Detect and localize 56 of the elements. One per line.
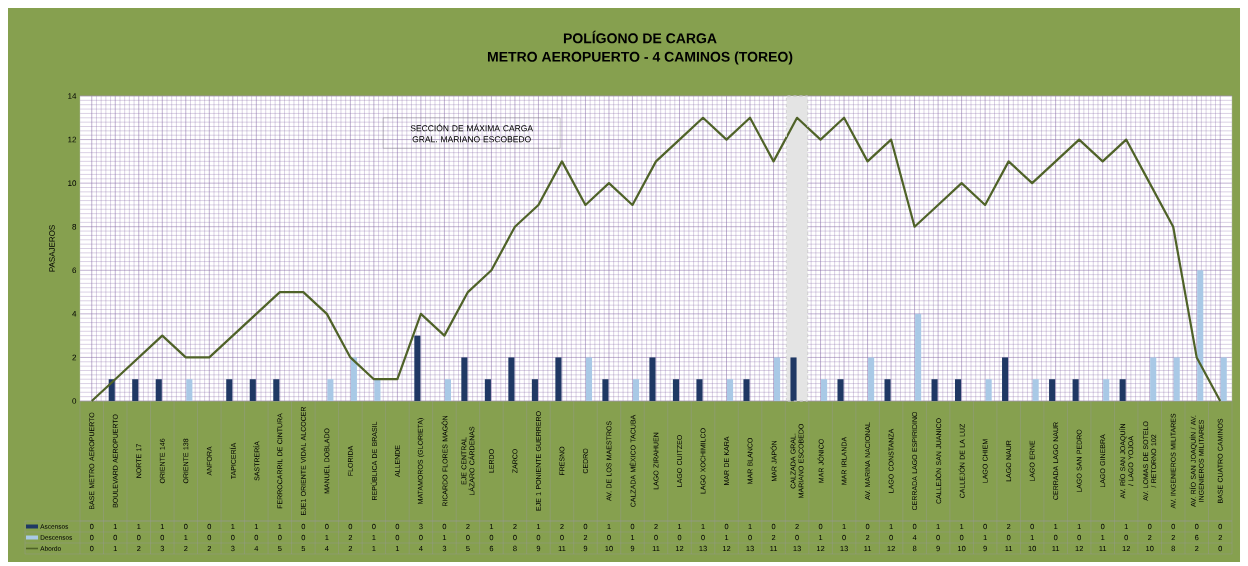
bar <box>649 357 656 401</box>
bar <box>132 379 139 401</box>
bar <box>273 379 280 401</box>
y-tick-label: 8 <box>72 223 77 230</box>
bar <box>508 357 515 401</box>
bar <box>555 357 562 401</box>
bar <box>1049 379 1056 401</box>
bar <box>327 379 334 401</box>
bar <box>696 379 703 401</box>
bar <box>249 379 256 401</box>
bar <box>602 379 609 401</box>
bar <box>790 357 797 401</box>
y-tick-label: 12 <box>68 136 77 143</box>
bar <box>155 379 162 401</box>
bar <box>414 335 421 401</box>
bar <box>955 379 962 401</box>
bar <box>1173 357 1180 401</box>
bar <box>1072 379 1079 401</box>
bar <box>1150 357 1157 401</box>
bar <box>915 313 922 401</box>
bar <box>821 379 828 401</box>
bar <box>743 379 750 401</box>
y-axis-title: PASAJEROS <box>49 225 55 272</box>
bar <box>931 379 938 401</box>
bar <box>531 379 538 401</box>
bar <box>884 379 891 401</box>
bar <box>484 379 491 401</box>
bar <box>585 357 593 401</box>
bar <box>868 357 875 401</box>
bar <box>1220 357 1227 401</box>
y-tick-label: 2 <box>72 354 77 361</box>
y-tick-label: 14 <box>68 93 77 99</box>
bar <box>774 357 781 401</box>
bar <box>461 357 468 401</box>
bar <box>1032 379 1039 401</box>
bar <box>632 379 640 401</box>
y-tick-label: 0 <box>72 398 77 404</box>
annotation: SECCIÓN DE MÁXIMA CARGA GRAL. MARIANO ESCOBEDO <box>410 123 534 143</box>
y-tick-label: 4 <box>72 311 77 317</box>
y-tick-label: 6 <box>72 267 77 274</box>
bar <box>350 357 357 401</box>
bar <box>374 379 381 401</box>
bar <box>1002 357 1009 401</box>
chart-title: POLÍGONO DE CARGA <box>563 30 717 44</box>
bar <box>226 379 233 401</box>
bar <box>726 379 734 401</box>
chart-subtitle: METRO AEROPUERTO - 4 CAMINOS (TOREO) <box>487 51 793 65</box>
bar <box>186 379 193 401</box>
bar <box>1103 379 1110 401</box>
bar <box>1119 379 1126 401</box>
bar <box>672 379 680 401</box>
bar <box>1197 270 1204 401</box>
bar <box>985 379 992 401</box>
bar <box>837 379 844 401</box>
y-tick-label: 10 <box>68 180 77 186</box>
bar <box>444 379 451 401</box>
